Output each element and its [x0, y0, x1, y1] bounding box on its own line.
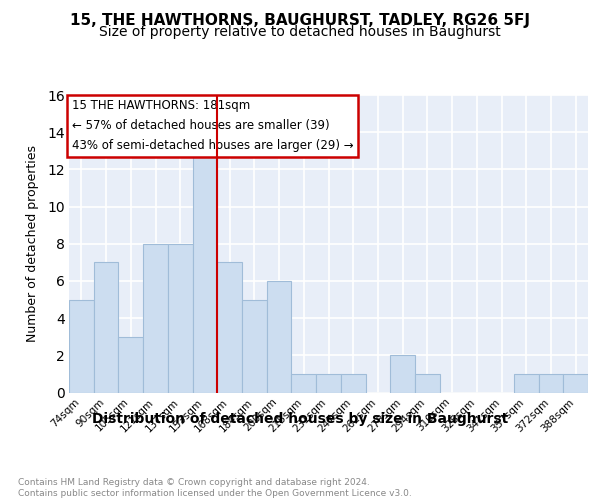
Bar [143, 244, 168, 392]
Bar [193, 151, 217, 392]
Bar [316, 374, 341, 392]
Bar [267, 281, 292, 392]
Bar [292, 374, 316, 392]
Bar [341, 374, 365, 392]
Bar [563, 374, 588, 392]
Bar [94, 262, 118, 392]
Text: 15 THE HAWTHORNS: 181sqm
← 57% of detached houses are smaller (39)
43% of semi-d: 15 THE HAWTHORNS: 181sqm ← 57% of detach… [71, 100, 353, 152]
Bar [415, 374, 440, 392]
Text: 15, THE HAWTHORNS, BAUGHURST, TADLEY, RG26 5FJ: 15, THE HAWTHORNS, BAUGHURST, TADLEY, RG… [70, 12, 530, 28]
Bar [118, 336, 143, 392]
Text: Size of property relative to detached houses in Baughurst: Size of property relative to detached ho… [99, 25, 501, 39]
Bar [69, 300, 94, 392]
Bar [539, 374, 563, 392]
Bar [390, 356, 415, 393]
Bar [242, 300, 267, 392]
Text: Contains HM Land Registry data © Crown copyright and database right 2024.
Contai: Contains HM Land Registry data © Crown c… [18, 478, 412, 498]
Bar [514, 374, 539, 392]
Text: Distribution of detached houses by size in Baughurst: Distribution of detached houses by size … [92, 412, 508, 426]
Y-axis label: Number of detached properties: Number of detached properties [26, 145, 39, 342]
Bar [217, 262, 242, 392]
Bar [168, 244, 193, 392]
